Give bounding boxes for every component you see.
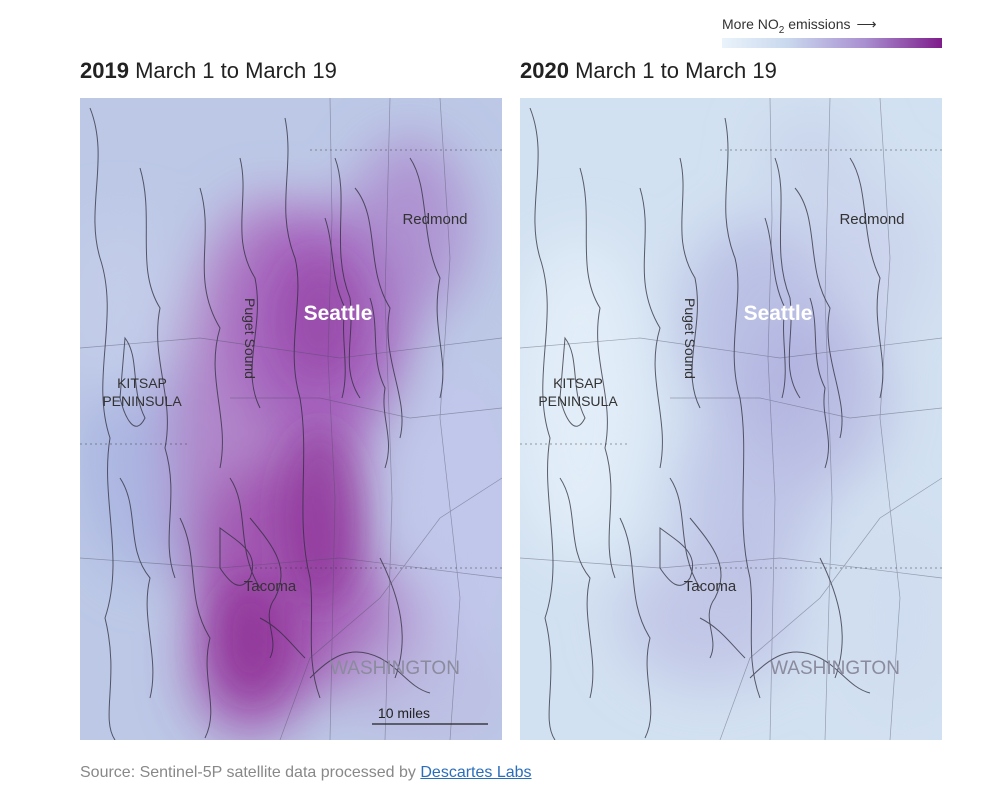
label-kitsap: KITSAP — [553, 375, 603, 391]
emissions-legend: More NO2 emissions ⟶ — [722, 14, 942, 48]
roads-layer — [520, 98, 942, 740]
label-washington: WASHINGTON — [770, 658, 900, 679]
label-seattle: Seattle — [744, 302, 813, 325]
panel-year: 2019 — [80, 58, 129, 83]
panel-date-range: March 1 to March 19 — [568, 58, 777, 83]
label-puget-sound: Puget Sound — [682, 298, 698, 379]
scale-bar-label: 10 miles — [378, 705, 430, 721]
source-prefix: Source: Sentinel-5P satellite data proce… — [80, 764, 421, 781]
label-redmond: Redmond — [839, 211, 904, 228]
source-credit: Source: Sentinel-5P satellite data proce… — [80, 764, 532, 782]
map-2019-svg: Redmond Puget Sound Seattle KITSAP PENIN… — [80, 98, 502, 740]
label-tacoma: Tacoma — [684, 578, 737, 595]
legend-label-prefix: More NO — [722, 16, 779, 32]
coastline-layer — [529, 107, 884, 740]
map-2020: Redmond Puget Sound Seattle KITSAP PENIN… — [520, 98, 942, 740]
descartes-labs-link[interactable]: Descartes Labs — [420, 764, 532, 781]
label-puget-sound: Puget Sound — [242, 298, 258, 379]
label-seattle: Seattle — [304, 302, 373, 325]
coastline-layer — [89, 107, 444, 740]
no2-hotspot-layer — [215, 258, 360, 698]
panel-year: 2020 — [520, 58, 569, 83]
panel-date-range: March 1 to March 19 — [128, 58, 337, 83]
roads-layer — [80, 98, 502, 740]
label-peninsula: PENINSULA — [538, 393, 618, 409]
legend-label-subscript: 2 — [778, 24, 785, 36]
label-tacoma: Tacoma — [244, 578, 297, 595]
label-redmond: Redmond — [402, 211, 467, 228]
arrow-right-icon: ⟶ — [856, 16, 877, 32]
label-kitsap: KITSAP — [117, 375, 167, 391]
map-2020-svg: Redmond Puget Sound Seattle KITSAP PENIN… — [520, 98, 942, 740]
panel-title-2019: 2019 March 1 to March 19 — [80, 58, 337, 84]
map-2019: Redmond Puget Sound Seattle KITSAP PENIN… — [80, 98, 502, 740]
panel-title-2020: 2020 March 1 to March 19 — [520, 58, 777, 84]
legend-label-suffix: emissions — [784, 16, 851, 32]
legend-label: More NO2 emissions ⟶ — [722, 14, 942, 36]
label-washington: WASHINGTON — [330, 658, 460, 679]
legend-gradient-bar — [722, 38, 942, 48]
label-peninsula: PENINSULA — [102, 393, 182, 409]
